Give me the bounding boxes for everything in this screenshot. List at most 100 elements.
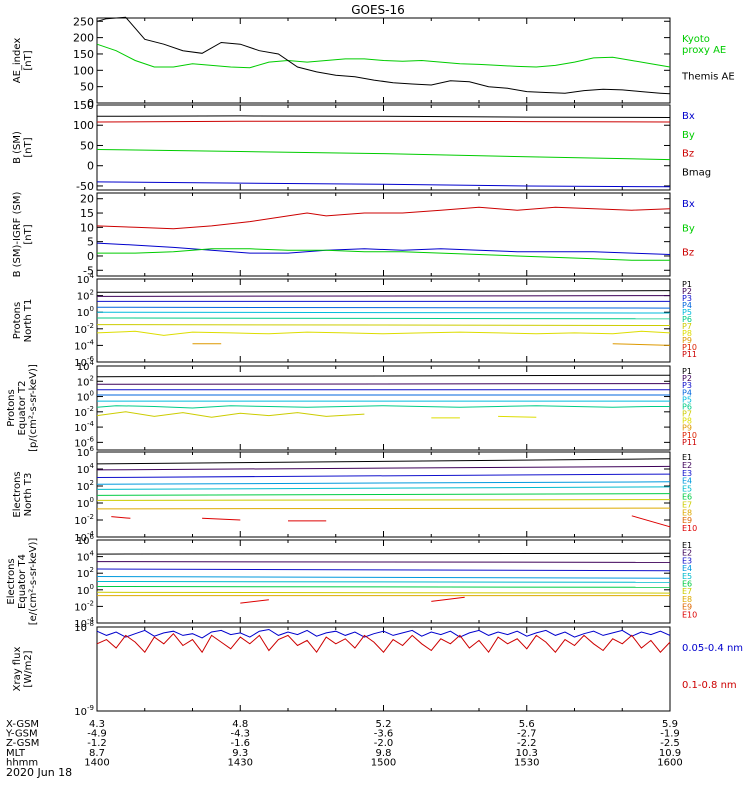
series-line [96,473,671,478]
legend-label: E5 [682,572,692,581]
legend-label: E10 [682,610,697,619]
x-tick-value: 1430 [228,757,253,768]
y-tick-label: 102 [77,479,94,493]
x-tick-value: 4.8 [232,719,248,730]
series-line [96,591,671,594]
y-axis-label: B (SM)-IGRF (SM)[nT] [12,192,34,278]
series-line [96,561,671,563]
legend-label: E9 [682,603,692,612]
legend-label: E7 [682,500,692,509]
y-tick-label: 0 [87,160,94,173]
legend-label: E2 [682,549,692,558]
legend-label: E4 [682,477,692,486]
series-line [96,115,671,118]
y-tick-label: 0 [87,97,94,110]
series-line [202,517,241,521]
legend-label: E6 [682,580,692,589]
x-tick-value: 10.3 [516,748,538,759]
x-tick-value: 10.9 [659,748,681,759]
y-tick-label: 100 [77,496,94,510]
y-tick-label: 10-9 [74,704,94,718]
series-line [97,248,670,261]
x-tick-value: 1600 [657,757,682,768]
x-tick-value: -2.0 [374,738,394,749]
legend-label: E8 [682,508,692,517]
y-tick-label: 102 [77,566,94,580]
y-tick-label: 200 [73,32,94,45]
y-axis-label: ProtonsNorth T1 [12,299,34,343]
x-tick-value: -1.6 [230,738,250,749]
legend-label: E2 [682,461,692,470]
x-tick-value: 5.9 [662,719,678,730]
legend-label: P11 [682,438,697,447]
legend-label: P2 [682,287,692,296]
series-line [96,586,671,588]
legend-label: P6 [682,315,692,324]
legend-label: E10 [682,524,697,533]
y-tick-label: 104 [77,359,95,373]
series-line [96,507,671,510]
y-tick-label: 104 [77,462,95,476]
legend-label: Kyoto [682,34,710,45]
legend-label: proxy AE [682,45,726,56]
series-line [96,330,671,336]
series-line [431,596,465,602]
x-tick-value: -2.7 [517,729,537,740]
series-line [96,306,671,309]
legend-label: Bz [682,248,694,259]
series-line [96,486,671,490]
y-tick-label: 100 [77,305,94,319]
y-tick-label: 10-8 [74,620,94,634]
series-line [96,581,671,583]
y-tick-label: 250 [73,15,94,28]
legend-label: E1 [682,453,692,462]
panel-2: -50 0 50 100 150 B (SM)[nT] Bx By Bz Bmag [12,99,711,193]
x-tick-value: 9.3 [232,748,248,759]
legend-label: E4 [682,564,692,573]
y-tick-label: 10-4 [74,420,94,434]
series-line [96,16,671,95]
series-line [96,383,671,385]
legend-label: P8 [682,329,692,338]
legend-label: E8 [682,595,692,604]
legend-label: P4 [682,388,692,397]
y-tick-label: 102 [77,374,94,388]
y-tick-label: -5 [83,264,94,277]
legend-label: P3 [682,381,692,390]
series-line [96,43,671,69]
series-line [96,290,671,293]
x-tick-value: -2.2 [517,738,537,749]
y-tick-label: 106 [77,445,95,459]
legend-label: P5 [682,308,692,317]
series-line [96,493,671,496]
legend-label: P6 [682,402,692,411]
x-axis-row-label: MLT [6,748,26,759]
legend-label: Bmag [682,167,711,178]
legend-label: P11 [682,350,697,359]
x-tick-value: 5.2 [376,719,392,730]
x-tick-value: -4.9 [87,729,107,740]
legend-label: P4 [682,301,692,310]
panel-frame [96,626,671,712]
legend-label: P10 [682,431,697,440]
series-line [631,515,671,528]
series-line [96,481,671,485]
series-line [96,628,671,639]
y-axis-label: Xray flux[W/m2] [12,647,34,692]
legend-label: Bx [682,199,695,210]
date-label: 2020 Jun 18 [6,766,72,779]
legend-label: E1 [682,541,692,550]
legend-label: By [682,223,695,234]
plot-title: GOES-16 [351,3,405,17]
panel-8: 10-8 10-9 Xray flux[W/m2] 0.05-0.4 nm 0.1-0.… [12,620,743,718]
y-tick-label: 0 [87,250,94,263]
x-axis-row-label: hhmm [6,757,38,768]
legend-label: By [682,130,695,141]
series-line [111,516,131,519]
series-line [96,242,671,255]
legend-label: E3 [682,556,692,565]
legend-label: E3 [682,469,692,478]
